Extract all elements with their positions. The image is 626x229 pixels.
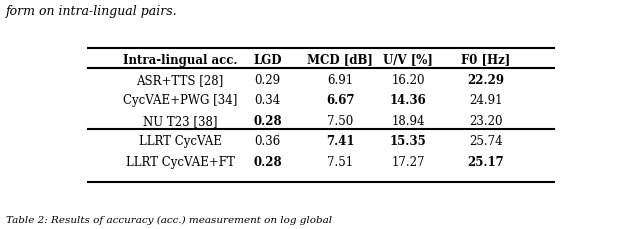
Text: 0.28: 0.28 <box>253 114 282 127</box>
Text: 0.36: 0.36 <box>254 135 280 147</box>
Text: ASR+TTS [28]: ASR+TTS [28] <box>136 74 223 87</box>
Text: 18.94: 18.94 <box>391 114 425 127</box>
Text: 25.74: 25.74 <box>469 135 503 147</box>
Text: LLRT CycVAE+FT: LLRT CycVAE+FT <box>126 155 235 168</box>
Text: 15.35: 15.35 <box>390 135 426 147</box>
Text: 0.28: 0.28 <box>253 155 282 168</box>
Text: 6.67: 6.67 <box>326 94 354 107</box>
Text: 25.17: 25.17 <box>468 155 504 168</box>
Text: 22.29: 22.29 <box>467 74 505 87</box>
Text: MCD [dB]: MCD [dB] <box>307 53 373 66</box>
Text: 16.20: 16.20 <box>391 74 425 87</box>
Text: NU T23 [38]: NU T23 [38] <box>143 114 217 127</box>
Text: 17.27: 17.27 <box>391 155 425 168</box>
Text: 7.51: 7.51 <box>327 155 353 168</box>
Text: 0.29: 0.29 <box>254 74 280 87</box>
Text: 0.34: 0.34 <box>254 94 280 107</box>
Text: CycVAE+PWG [34]: CycVAE+PWG [34] <box>123 94 237 107</box>
Text: 24.91: 24.91 <box>469 94 503 107</box>
Text: 7.50: 7.50 <box>327 114 353 127</box>
Text: F0 [Hz]: F0 [Hz] <box>461 53 510 66</box>
Text: LLRT CycVAE: LLRT CycVAE <box>139 135 222 147</box>
Text: 6.91: 6.91 <box>327 74 353 87</box>
Text: 14.36: 14.36 <box>390 94 426 107</box>
Text: form on intra-lingual pairs.: form on intra-lingual pairs. <box>6 5 178 18</box>
Text: LGD: LGD <box>253 53 282 66</box>
Text: Table 2: Results of accuracy (acc.) measurement on log global: Table 2: Results of accuracy (acc.) meas… <box>6 215 332 224</box>
Text: 23.20: 23.20 <box>469 114 503 127</box>
Text: 7.41: 7.41 <box>326 135 354 147</box>
Text: Intra-lingual acc.: Intra-lingual acc. <box>123 53 237 66</box>
Text: U/V [%]: U/V [%] <box>383 53 433 66</box>
